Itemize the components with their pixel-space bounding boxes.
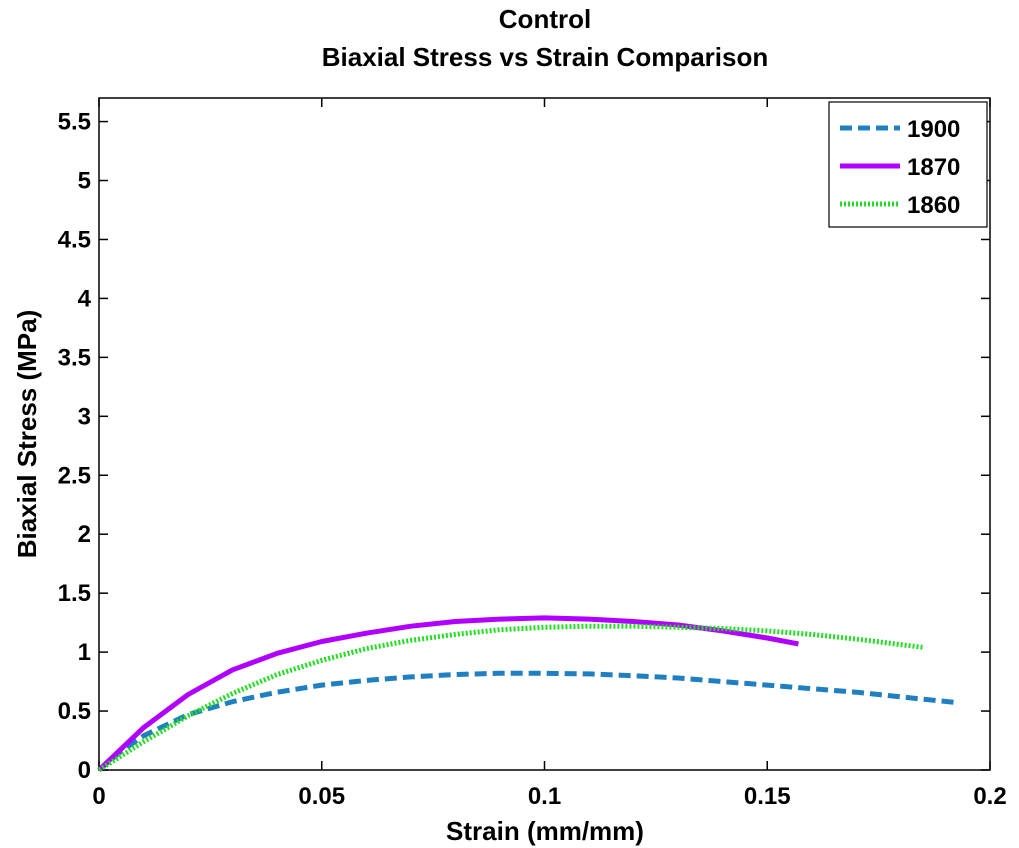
y-tick-label: 0.5 [58,698,91,725]
y-tick-label: 4.5 [58,226,91,253]
x-tick-label: 0.05 [298,783,345,810]
chart-title: Control [499,4,591,34]
legend: 1900 1870 1860 [828,101,988,228]
y-tick-label: 2 [78,521,91,548]
x-tick-label: 0 [92,783,105,810]
y-axis-label: Biaxial Stress (MPa) [12,310,42,559]
y-tick-label: 4 [78,285,92,312]
legend-label-1860: 1860 [907,192,960,219]
y-tick-label: 5 [78,168,91,195]
legend-label-1900: 1900 [907,116,960,143]
y-tick-label: 2.5 [58,462,91,489]
series-line-1900 [97,670,960,772]
y-tick-label: 1 [78,639,91,666]
x-tick-label: 0.15 [744,783,791,810]
y-tick-label: 0 [78,757,91,784]
y-tick-label: 3.5 [58,344,91,371]
chart-subtitle: Biaxial Stress vs Strain Comparison [322,42,769,72]
series-line-1860 [97,623,924,773]
y-axis: 0 0.5 1 1.5 2 2.5 3 3.5 4 4.5 5 5.5 [58,109,990,784]
x-axis-label: Strain (mm/mm) [446,816,644,846]
x-tick-label: 0.1 [528,783,561,810]
y-tick-label: 5.5 [58,109,91,136]
x-tick-label: 0.2 [973,783,1006,810]
y-tick-label: 1.5 [58,580,91,607]
x-axis: 0 0.05 0.1 0.15 0.2 [92,98,1007,810]
y-tick-label: 3 [78,403,91,430]
series-group [97,615,960,773]
legend-label-1870: 1870 [907,154,960,181]
